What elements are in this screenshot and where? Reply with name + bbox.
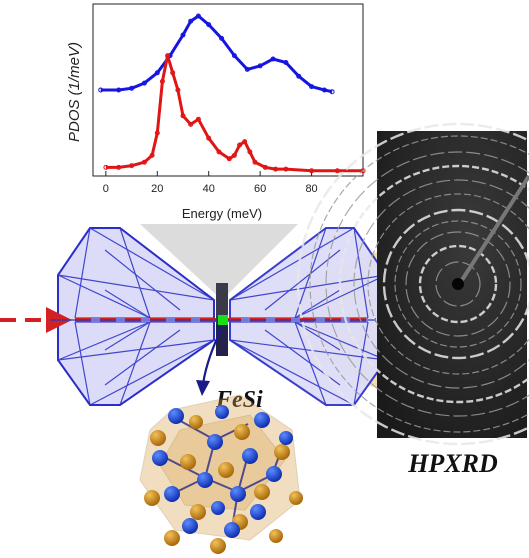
series-0-point xyxy=(116,87,122,93)
sample-spot xyxy=(218,315,228,325)
series-1-point xyxy=(242,139,248,145)
fe-atoms xyxy=(144,415,303,554)
series-0-point xyxy=(231,53,237,59)
series-0-point xyxy=(257,63,263,69)
x-axis-label: Energy (meV) xyxy=(182,206,262,221)
si-atoms xyxy=(152,405,293,538)
sample-arrow xyxy=(201,327,223,385)
series-1-point xyxy=(180,113,186,119)
diffraction-ring xyxy=(405,231,511,337)
diffraction-ring xyxy=(367,193,529,375)
x-tick-label: 20 xyxy=(151,183,163,195)
series-0-point xyxy=(195,13,201,19)
plot-frame xyxy=(92,3,364,177)
series-1-point xyxy=(226,156,232,162)
series-0-point xyxy=(154,70,160,76)
x-tick-label: 0 xyxy=(103,183,109,195)
diffraction-ring xyxy=(338,164,529,404)
series-1-point xyxy=(252,159,258,165)
diffraction-rings xyxy=(296,122,529,446)
series-1-point xyxy=(165,53,171,59)
series-1-point xyxy=(116,164,122,170)
series-1-point xyxy=(309,168,315,174)
series-1-point xyxy=(175,87,181,93)
x-tick-label: 40 xyxy=(203,183,215,195)
series-1-point xyxy=(129,163,135,169)
series-1-point xyxy=(188,121,194,127)
series-1-point xyxy=(273,166,279,172)
series-0-point xyxy=(129,85,135,91)
series-0-point xyxy=(188,18,194,24)
series-0-point xyxy=(283,60,289,65)
diffraction-ring xyxy=(418,244,498,324)
series-0-point xyxy=(219,35,225,41)
series-1-point xyxy=(247,149,253,155)
series-1-point xyxy=(149,152,155,158)
series-0-point xyxy=(141,80,147,86)
series-1-point xyxy=(262,164,268,170)
x-axis-ticks: 0 20 40 60 80 xyxy=(103,171,318,195)
series-0-point xyxy=(206,22,212,28)
series-1-point xyxy=(360,168,366,174)
series-1-point xyxy=(141,159,147,165)
beamstop-arm xyxy=(460,174,529,282)
diffraction-ring xyxy=(353,179,529,389)
series-0-point xyxy=(321,87,327,93)
series-1-point xyxy=(206,135,212,141)
series-line-0 xyxy=(100,14,333,94)
series-0-point xyxy=(329,89,335,95)
series-0-point xyxy=(296,73,302,79)
series-group xyxy=(98,13,366,174)
x-tick-label: 80 xyxy=(305,183,317,195)
diffraction-ring xyxy=(382,208,529,360)
diffraction-ring xyxy=(325,151,529,417)
series-1-point xyxy=(334,168,340,174)
series-1-point xyxy=(170,70,176,76)
x-tick-label: 60 xyxy=(254,183,266,195)
y-axis-label: PDOS (1/meV) xyxy=(66,42,83,142)
beamstop xyxy=(452,278,464,290)
series-line-1 xyxy=(105,54,363,173)
series-0-point xyxy=(244,66,250,72)
series-1-point xyxy=(237,142,243,148)
hpxrd-detector-image xyxy=(296,122,529,446)
series-1-point xyxy=(154,130,160,136)
series-0-point xyxy=(180,32,186,38)
diffraction-ring xyxy=(394,220,522,348)
series-1-point xyxy=(283,166,289,172)
fesi-crystal-structure xyxy=(139,394,303,554)
series-1-point xyxy=(195,116,201,122)
series-0-point xyxy=(270,56,276,62)
pdos-chart: 0 20 40 60 80 Energy (meV) PDOS (1/meV) xyxy=(66,3,366,221)
series-1-point xyxy=(216,149,222,155)
sample-arrow-head xyxy=(196,380,210,396)
series-1-point xyxy=(231,152,237,158)
left-anvil xyxy=(57,227,215,406)
diffraction-ring xyxy=(435,261,481,307)
technique-label: HPXRD xyxy=(407,449,498,478)
series-1-point xyxy=(159,78,165,84)
series-0-point xyxy=(309,84,315,90)
diffraction-ring xyxy=(309,135,529,433)
series-1-point xyxy=(103,164,109,170)
upper-cone xyxy=(140,224,298,300)
series-0-point xyxy=(98,87,104,93)
